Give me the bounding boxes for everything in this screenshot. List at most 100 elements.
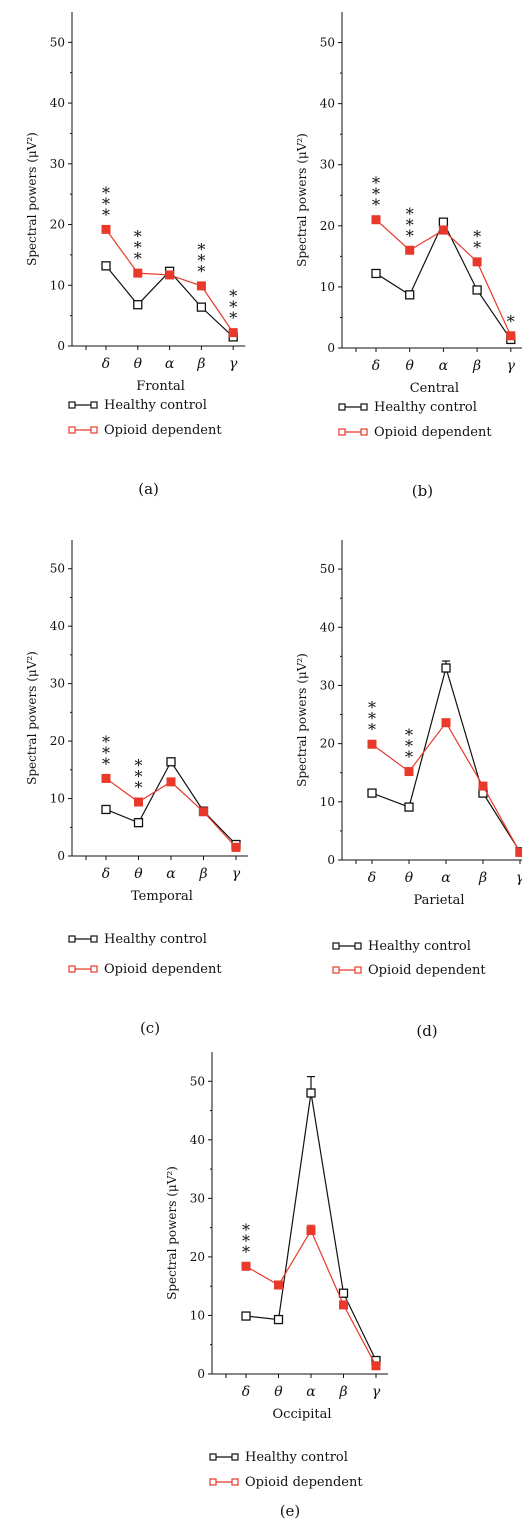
- x-tick-label: β: [338, 1384, 347, 1400]
- data-point-opioid-dependent: [404, 767, 414, 777]
- y-tick-label: 10: [320, 795, 335, 809]
- data-point-opioid-dependent: [199, 807, 208, 817]
- legend-marker: [68, 426, 76, 434]
- significance-star: *: [372, 196, 380, 215]
- data-point-opioid-dependent: [478, 781, 488, 791]
- x-tick-label: γ: [229, 356, 238, 372]
- x-axis-title: Central: [410, 381, 459, 396]
- legend-healthy-control: Healthy control: [338, 400, 477, 415]
- legend-marker: [90, 935, 98, 943]
- y-tick-label: 30: [50, 157, 65, 171]
- significance-star: *: [134, 238, 142, 257]
- legend-marker: [90, 426, 98, 434]
- legend-marker: [231, 1478, 239, 1486]
- y-axis-title: Spectral powers (μV²): [25, 651, 39, 785]
- legend-label: Opioid dependent: [368, 963, 486, 978]
- legend-marker: [68, 935, 76, 943]
- significance-star: *: [242, 1242, 250, 1261]
- x-tick-label: θ: [134, 356, 143, 372]
- significance-star: *: [406, 204, 414, 223]
- x-tick-label: γ: [516, 870, 522, 886]
- significance-star: *: [229, 287, 237, 306]
- data-point-opioid-dependent: [241, 1261, 251, 1271]
- y-tick-label: 10: [320, 280, 335, 294]
- series-line-opioid-dependent: [105, 777, 237, 848]
- y-tick-label: 30: [190, 1191, 205, 1205]
- x-axis-title: Temporal: [131, 889, 193, 904]
- data-point-healthy-control: [273, 1314, 284, 1325]
- legend-label: Healthy control: [245, 1450, 348, 1465]
- series-line-opioid-dependent: [375, 219, 512, 337]
- significance-star: *: [229, 298, 237, 317]
- data-point-healthy-control: [306, 1088, 316, 1098]
- data-point-healthy-control: [405, 290, 415, 300]
- data-point-opioid-dependent: [101, 224, 111, 234]
- significance-star: *: [405, 726, 413, 745]
- significance-star: *: [242, 1220, 250, 1239]
- significance-star: *: [406, 215, 414, 234]
- legend-marker: [332, 966, 340, 974]
- legend-marker: [360, 428, 368, 436]
- x-tick-label: α: [306, 1384, 316, 1400]
- legend-opioid-dependent: Opioid dependent: [332, 963, 486, 978]
- panel-label: (d): [416, 1022, 437, 1040]
- significance-star: *: [229, 309, 237, 328]
- data-point-opioid-dependent: [371, 1361, 381, 1371]
- x-tick-label: α: [439, 358, 449, 374]
- legend-label: Opioid dependent: [104, 423, 222, 438]
- data-point-healthy-control: [166, 757, 176, 767]
- significance-star: *: [372, 185, 380, 204]
- significance-star: *: [368, 720, 376, 739]
- significance-star: *: [102, 205, 110, 224]
- legend-marker: [209, 1453, 217, 1461]
- x-tick-label: γ: [232, 866, 241, 882]
- y-tick-label: 40: [190, 1133, 205, 1147]
- data-point-healthy-control: [371, 268, 381, 279]
- significance-star: *: [368, 698, 376, 717]
- data-point-healthy-control: [338, 1288, 349, 1298]
- y-tick-label: 20: [50, 734, 65, 748]
- legend-marker: [90, 401, 98, 409]
- y-tick-label: 0: [197, 1367, 205, 1381]
- x-tick-label: θ: [134, 866, 143, 882]
- significance-star: *: [368, 709, 376, 728]
- data-point-healthy-control: [133, 818, 144, 828]
- x-tick-label: β: [478, 870, 487, 886]
- legend-marker: [338, 403, 346, 411]
- data-point-opioid-dependent: [506, 331, 516, 341]
- data-point-healthy-control: [438, 217, 449, 227]
- data-point-healthy-control: [101, 261, 111, 271]
- x-tick-label: γ: [372, 1384, 381, 1400]
- legend-marker: [231, 1453, 239, 1461]
- y-tick-label: 50: [320, 562, 335, 576]
- data-point-opioid-dependent: [101, 773, 111, 783]
- panel-a: 0 10 20 30 40 50 δ θ α β γ Frontal Spectral powers (…: [25, 12, 246, 498]
- data-point-opioid-dependent: [339, 1300, 348, 1310]
- legend-label: Healthy control: [368, 939, 471, 954]
- data-point-opioid-dependent: [133, 268, 143, 278]
- y-tick-label: 10: [190, 1308, 205, 1322]
- x-tick-label: β: [198, 866, 207, 882]
- data-point-opioid-dependent: [274, 1280, 283, 1290]
- panel-e: 0 10 20 30 40 50 δ θ α β γ Occipital Spectral powers…: [165, 1052, 388, 1520]
- y-tick-label: 50: [50, 35, 65, 49]
- data-point-healthy-control: [404, 802, 414, 812]
- data-point-opioid-dependent: [472, 257, 482, 267]
- x-tick-label: δ: [102, 866, 110, 882]
- y-tick-label: 0: [327, 341, 335, 355]
- significance-star: *: [197, 251, 205, 270]
- legend-healthy-control: Healthy control: [68, 932, 207, 947]
- y-tick-label: 0: [57, 339, 65, 353]
- y-tick-label: 50: [320, 36, 335, 50]
- legend-opioid-dependent: Opioid dependent: [68, 423, 222, 438]
- x-axis-title: Frontal: [136, 379, 185, 394]
- y-tick-label: 30: [320, 158, 335, 172]
- data-point-healthy-control: [472, 285, 482, 295]
- significance-star: *: [102, 754, 110, 773]
- panel-label: (c): [140, 1019, 160, 1037]
- legend-marker: [354, 942, 362, 950]
- data-point-opioid-dependent: [515, 847, 522, 857]
- x-tick-label: δ: [368, 870, 376, 886]
- legend-marker: [209, 1478, 217, 1486]
- significance-star: *: [473, 238, 481, 257]
